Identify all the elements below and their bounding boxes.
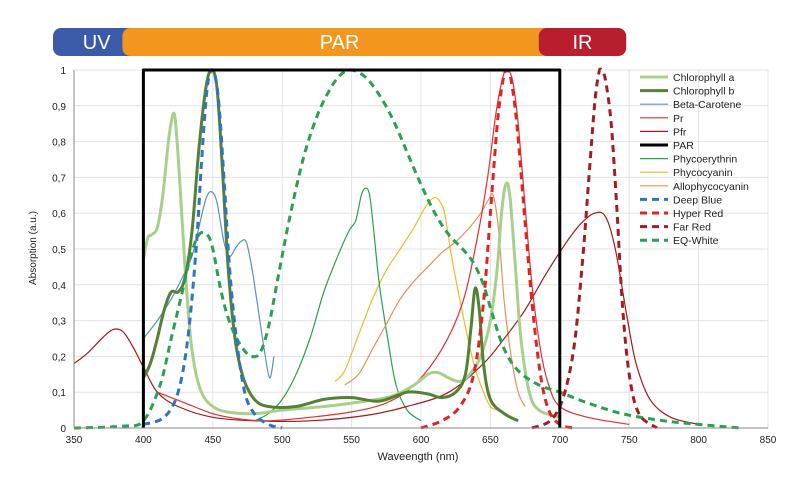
x-tick-label: 400 <box>135 435 152 446</box>
y-tick-label: 0,1 <box>52 388 66 399</box>
y-tick-label: 0,8 <box>52 138 66 149</box>
x-tick-label: 500 <box>274 435 291 446</box>
series-deep-blue <box>142 68 283 430</box>
series-phycoerythrin <box>254 187 422 422</box>
legend-label-eq-white: EQ-White <box>673 235 719 247</box>
band-label-par: PAR <box>320 32 360 54</box>
band-par <box>122 28 557 56</box>
series-eq-white <box>73 68 741 430</box>
y-tick-label: 0,5 <box>52 245 66 256</box>
plot-series <box>73 67 741 430</box>
legend-label-pfr: Pfr <box>673 126 687 138</box>
series-pr <box>157 69 630 425</box>
y-tick-label: 0,6 <box>52 209 66 220</box>
tick-labels: 350 400 450 500 550 600 650 700 750 800 850 0 0,1 0,2… <box>52 66 777 446</box>
series-far-red <box>531 67 658 430</box>
series-phycocyanin <box>334 196 498 411</box>
band-label-uv: UV <box>83 32 111 54</box>
legend-label-par: PAR <box>673 140 694 152</box>
y-tick-label: 0,3 <box>52 317 66 328</box>
series-chlorophyll-b <box>142 68 519 423</box>
legend-label-chlorophyll-a: Chlorophyll a <box>673 72 734 84</box>
x-tick-label: 750 <box>621 435 638 446</box>
y-tick-label: 0 <box>60 424 66 435</box>
x-tick-label: 450 <box>204 435 221 446</box>
series-par <box>141 68 562 428</box>
y-tick-label: 0,4 <box>52 281 66 292</box>
legend-label-far-red: Far Red <box>673 222 711 234</box>
legend-label-pr: Pr <box>673 113 684 125</box>
band-label-ir: IR <box>573 32 593 54</box>
legend-label-allophycocyanin: Allophycocyanin <box>673 181 749 193</box>
x-axis-label: Waveength (nm) <box>378 451 459 463</box>
legend-label-phycoerythrin: Phycoerythrin <box>673 154 737 166</box>
y-tick-label: 0,7 <box>52 173 66 184</box>
x-tick-label: 550 <box>343 435 360 446</box>
legend-label-beta-carotene: Beta-Carotene <box>673 99 741 111</box>
plot-axes <box>73 70 768 429</box>
legend-label-deep-blue: Deep Blue <box>673 194 722 206</box>
plot-grid <box>73 69 769 429</box>
x-tick-label: 650 <box>482 435 499 446</box>
band-uv <box>53 28 141 56</box>
band-ir <box>538 28 627 56</box>
series-allophycocyanin <box>344 192 526 407</box>
x-tick-label: 350 <box>66 435 83 446</box>
x-tick-label: 700 <box>551 435 568 446</box>
x-tick-label: 800 <box>690 435 707 446</box>
series-beta-carotene <box>142 190 275 379</box>
x-tick-label: 850 <box>760 435 777 446</box>
y-tick-label: 1 <box>60 66 66 77</box>
y-axis-label: Absorption (a.u.) <box>28 211 39 285</box>
legend-label-chlorophyll-b: Chlorophyll b <box>673 86 734 98</box>
y-tick-label: 0,2 <box>52 352 66 363</box>
legend-label-hyper-red: Hyper Red <box>673 208 723 220</box>
y-tick-label: 0,9 <box>52 102 66 113</box>
x-tick-label: 600 <box>413 435 430 446</box>
legend-label-phycocyanin: Phycocyanin <box>673 167 733 179</box>
spectrum-bands: UV PAR IR <box>53 28 627 56</box>
